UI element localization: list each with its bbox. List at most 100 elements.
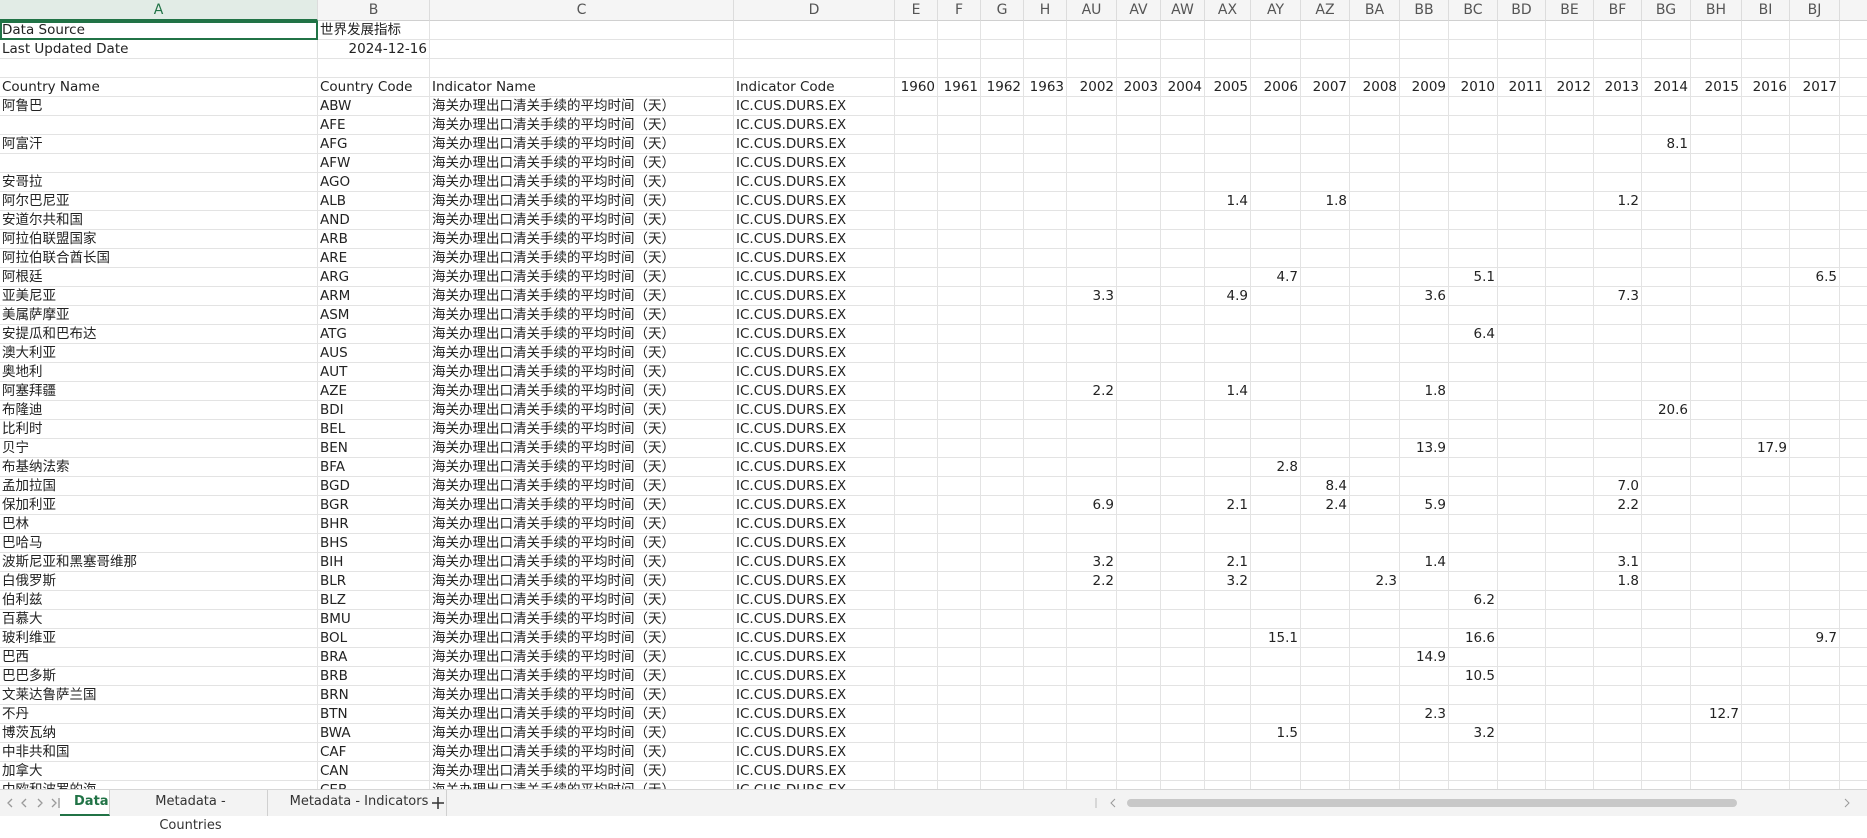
value-cell[interactable] bbox=[895, 325, 938, 344]
value-cell[interactable] bbox=[1691, 325, 1742, 344]
value-cell[interactable] bbox=[1350, 648, 1400, 667]
country-name[interactable]: 安道尔共和国 bbox=[0, 211, 318, 230]
cell[interactable] bbox=[1498, 59, 1546, 78]
cell[interactable] bbox=[430, 40, 734, 59]
country-code[interactable]: ABW bbox=[318, 97, 430, 116]
value-cell[interactable] bbox=[1205, 344, 1251, 363]
indicator-code[interactable]: IC.CUS.DURS.EX bbox=[734, 287, 895, 306]
value-cell[interactable] bbox=[895, 667, 938, 686]
value-cell[interactable] bbox=[1067, 534, 1117, 553]
value-cell[interactable] bbox=[1350, 781, 1400, 789]
column-header[interactable]: BF bbox=[1594, 0, 1642, 21]
value-cell[interactable] bbox=[1642, 743, 1691, 762]
value-cell[interactable] bbox=[1546, 173, 1594, 192]
column-header[interactable]: BA bbox=[1350, 0, 1400, 21]
indicator-code[interactable]: IC.CUS.DURS.EX bbox=[734, 230, 895, 249]
value-cell[interactable] bbox=[1024, 648, 1067, 667]
value-cell[interactable] bbox=[1117, 363, 1161, 382]
value-cell[interactable] bbox=[1205, 629, 1251, 648]
value-cell[interactable] bbox=[1024, 249, 1067, 268]
cell[interactable] bbox=[1840, 135, 1867, 154]
cell[interactable] bbox=[1024, 59, 1067, 78]
value-cell[interactable] bbox=[981, 458, 1024, 477]
value-cell[interactable] bbox=[1251, 116, 1301, 135]
value-cell[interactable] bbox=[938, 591, 981, 610]
value-cell[interactable] bbox=[1301, 97, 1350, 116]
country-code[interactable]: AFG bbox=[318, 135, 430, 154]
sheet-tab[interactable]: Data bbox=[60, 790, 110, 816]
value-cell[interactable] bbox=[1301, 420, 1350, 439]
value-cell[interactable] bbox=[1117, 648, 1161, 667]
cell[interactable] bbox=[0, 59, 318, 78]
value-cell[interactable] bbox=[1067, 648, 1117, 667]
country-name[interactable]: 阿拉伯联盟国家 bbox=[0, 230, 318, 249]
indicator-code[interactable]: IC.CUS.DURS.EX bbox=[734, 439, 895, 458]
value-cell[interactable] bbox=[1161, 477, 1205, 496]
value-cell[interactable] bbox=[1161, 515, 1205, 534]
value-cell[interactable] bbox=[981, 230, 1024, 249]
country-code[interactable]: ASM bbox=[318, 306, 430, 325]
value-cell[interactable] bbox=[1350, 515, 1400, 534]
value-cell[interactable] bbox=[1251, 287, 1301, 306]
value-cell[interactable] bbox=[1642, 192, 1691, 211]
value-cell[interactable] bbox=[1067, 116, 1117, 135]
value-cell[interactable] bbox=[1742, 477, 1790, 496]
value-cell[interactable]: 8.4 bbox=[1301, 477, 1350, 496]
value-cell[interactable] bbox=[1594, 382, 1642, 401]
value-cell[interactable] bbox=[1742, 135, 1790, 154]
cell[interactable] bbox=[1840, 743, 1867, 762]
value-cell[interactable] bbox=[1301, 629, 1350, 648]
value-cell[interactable] bbox=[1024, 192, 1067, 211]
value-cell[interactable] bbox=[1691, 629, 1742, 648]
value-cell[interactable] bbox=[1691, 154, 1742, 173]
value-cell[interactable] bbox=[1742, 648, 1790, 667]
value-cell[interactable] bbox=[1546, 116, 1594, 135]
value-cell[interactable] bbox=[1691, 401, 1742, 420]
value-cell[interactable] bbox=[1449, 477, 1498, 496]
column-header[interactable]: BI bbox=[1742, 0, 1790, 21]
value-cell[interactable] bbox=[1498, 135, 1546, 154]
indicator-code[interactable]: IC.CUS.DURS.EX bbox=[734, 572, 895, 591]
value-cell[interactable] bbox=[1350, 230, 1400, 249]
value-cell[interactable] bbox=[895, 477, 938, 496]
value-cell[interactable] bbox=[1642, 572, 1691, 591]
value-cell[interactable] bbox=[1790, 306, 1840, 325]
year-header[interactable]: 2014 bbox=[1642, 78, 1691, 97]
value-cell[interactable] bbox=[1205, 325, 1251, 344]
country-name[interactable]: 阿塞拜疆 bbox=[0, 382, 318, 401]
value-cell[interactable]: 5.1 bbox=[1449, 268, 1498, 287]
value-cell[interactable] bbox=[1161, 534, 1205, 553]
value-cell[interactable]: 2.1 bbox=[1205, 553, 1251, 572]
indicator-name[interactable]: 海关办理出口清关手续的平均时间（天） bbox=[430, 610, 734, 629]
cell[interactable] bbox=[1498, 40, 1546, 59]
country-name[interactable]: 巴林 bbox=[0, 515, 318, 534]
value-cell[interactable] bbox=[1691, 686, 1742, 705]
value-cell[interactable] bbox=[1117, 458, 1161, 477]
cell[interactable] bbox=[1840, 420, 1867, 439]
value-cell[interactable] bbox=[1301, 743, 1350, 762]
value-cell[interactable] bbox=[1498, 591, 1546, 610]
value-cell[interactable] bbox=[1117, 762, 1161, 781]
value-cell[interactable] bbox=[895, 705, 938, 724]
value-cell[interactable] bbox=[1790, 249, 1840, 268]
cell[interactable] bbox=[1251, 21, 1301, 40]
cell[interactable] bbox=[1840, 610, 1867, 629]
cell[interactable] bbox=[1840, 173, 1867, 192]
sheet-tab[interactable]: Metadata - Indicators bbox=[272, 790, 447, 816]
country-name[interactable]: 阿根廷 bbox=[0, 268, 318, 287]
value-cell[interactable]: 16.6 bbox=[1449, 629, 1498, 648]
indicator-code[interactable]: IC.CUS.DURS.EX bbox=[734, 420, 895, 439]
value-cell[interactable] bbox=[1251, 477, 1301, 496]
value-cell[interactable] bbox=[1400, 325, 1449, 344]
year-header[interactable]: 2017 bbox=[1790, 78, 1840, 97]
value-cell[interactable] bbox=[1024, 382, 1067, 401]
cell[interactable] bbox=[1742, 21, 1790, 40]
value-cell[interactable] bbox=[1301, 572, 1350, 591]
value-cell[interactable] bbox=[1790, 344, 1840, 363]
year-header[interactable]: 2009 bbox=[1400, 78, 1449, 97]
value-cell[interactable] bbox=[1024, 173, 1067, 192]
value-cell[interactable] bbox=[1691, 97, 1742, 116]
value-cell[interactable]: 3.2 bbox=[1205, 572, 1251, 591]
horizontal-scrollbar[interactable] bbox=[1087, 790, 1867, 816]
value-cell[interactable] bbox=[1350, 211, 1400, 230]
